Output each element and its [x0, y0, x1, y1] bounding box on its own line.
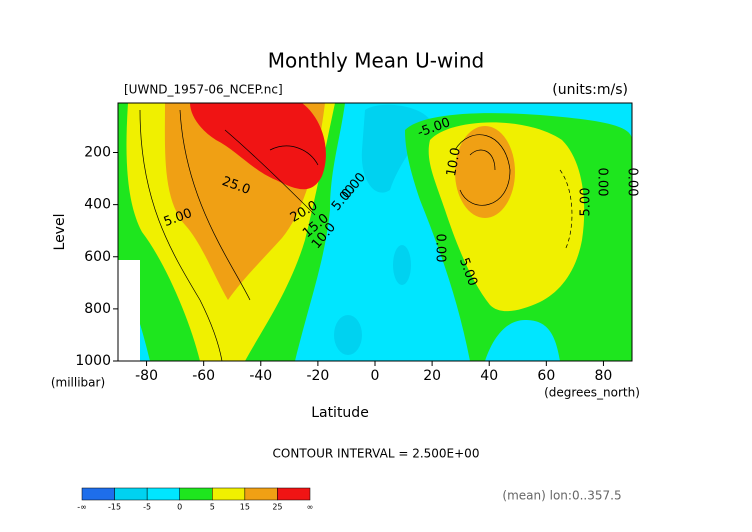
contour-fill [393, 245, 411, 285]
x-tick-label: -20 [306, 368, 329, 384]
y-tick-label: 200 [84, 145, 111, 161]
contour-fill [455, 126, 515, 218]
colorbar-label: ∞ [307, 503, 314, 512]
colorbar-label: 25 [272, 503, 282, 512]
colorbar-box [212, 487, 246, 501]
colorbar-box [114, 487, 148, 501]
colorbar-label: 0 [177, 503, 182, 512]
contour-lines [139, 109, 573, 361]
missing-data [118, 260, 140, 361]
x-tick-label: 20 [423, 368, 441, 384]
contour-label: 10.0 [444, 146, 464, 177]
contour-fill [334, 315, 362, 355]
x-axis-label: Latitude [311, 405, 369, 421]
colorbar-box [244, 487, 278, 501]
contour-label: 0.00 [595, 168, 610, 197]
colorbar-label: -5 [143, 503, 151, 512]
contour-interval: CONTOUR INTERVAL = 2.500E+00 [273, 447, 480, 461]
y-tick-label: 800 [84, 301, 111, 317]
colorbar-label: 15 [240, 503, 250, 512]
x-tick-label: 60 [537, 368, 555, 384]
x-unit-label: (degrees_north) [544, 386, 640, 400]
contour-label: 0.00 [433, 234, 448, 263]
colorbar-box [146, 487, 180, 501]
y-tick-label: 400 [84, 197, 111, 213]
chart-title: Monthly Mean U-wind [268, 49, 484, 73]
x-tick-label: 0 [371, 368, 380, 384]
plot-area [118, 103, 632, 361]
y-tick-label: 600 [84, 249, 111, 265]
source-label: [UWND_1957-06_NCEP.nc] [124, 83, 283, 97]
footer-label: (mean) lon:0..357.5 [502, 489, 621, 503]
x-tick-label: -80 [135, 368, 158, 384]
contour-fill [190, 103, 326, 190]
x-tick-label: 80 [595, 368, 613, 384]
x-tick-label: 40 [480, 368, 498, 384]
contour-label: 5.00 [579, 188, 594, 217]
colorbar-box [179, 487, 213, 501]
colorbar-label: -15 [108, 503, 121, 512]
units-label: (units:m/s) [552, 82, 628, 98]
colorbar-box [81, 487, 115, 501]
colorbar-label: 5 [210, 503, 215, 512]
colorbar-box [277, 487, 311, 501]
y-axis-label: Level [52, 214, 68, 251]
y-unit-label: (millibar) [51, 376, 105, 390]
colorbar-label: -∞ [77, 503, 87, 512]
contour-label: 0.00 [625, 168, 640, 197]
x-tick-label: -40 [249, 368, 272, 384]
y-tick-label: 1000 [75, 353, 111, 369]
x-tick-label: -60 [192, 368, 215, 384]
